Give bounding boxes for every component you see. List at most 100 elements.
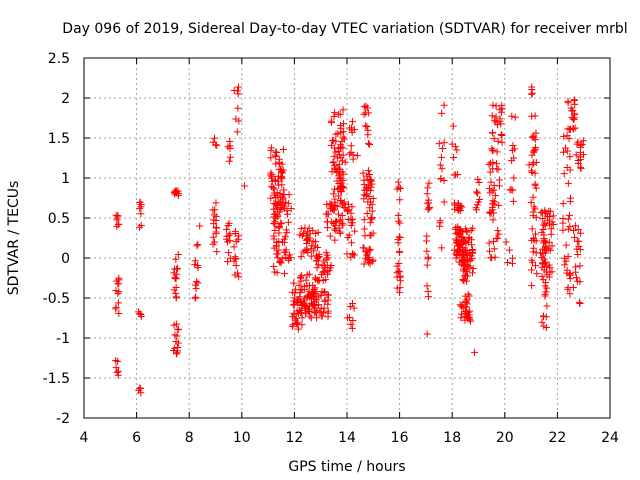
data-point [546, 213, 554, 221]
data-point [112, 286, 120, 294]
data-point [172, 255, 180, 263]
data-point [509, 197, 517, 205]
data-point [366, 219, 374, 227]
data-point [270, 205, 278, 213]
data-point [573, 237, 581, 245]
data-point [312, 257, 320, 265]
data-point [475, 198, 482, 206]
data-point [314, 261, 322, 269]
data-point [337, 143, 345, 151]
data-point [350, 304, 358, 312]
data-point [234, 90, 242, 98]
data-point [474, 189, 482, 197]
data-point [440, 101, 448, 109]
data-point [331, 109, 339, 117]
data-point [367, 183, 375, 191]
data-point [508, 112, 516, 120]
data-point [457, 302, 465, 310]
data-point [360, 176, 368, 184]
data-point [560, 148, 568, 156]
data-point [397, 185, 405, 193]
data-point [335, 192, 343, 200]
data-point [171, 189, 179, 197]
data-point [424, 288, 432, 296]
data-point [222, 225, 230, 233]
data-point [489, 197, 497, 205]
y-tick-label: -1 [56, 331, 70, 347]
data-point [529, 160, 537, 168]
data-point [298, 321, 306, 329]
data-point [317, 291, 325, 299]
data-point [309, 302, 317, 310]
data-point [320, 308, 328, 316]
data-point [572, 274, 580, 282]
data-point [347, 209, 355, 217]
data-point [296, 273, 304, 281]
data-point [538, 272, 546, 280]
x-tick-label: 20 [496, 430, 514, 446]
data-point [367, 214, 375, 222]
x-tick-label: 22 [548, 430, 566, 446]
data-point [424, 255, 432, 263]
data-point [318, 312, 326, 320]
data-point [495, 201, 503, 209]
data-point [280, 238, 288, 246]
data-point [288, 288, 296, 296]
data-point [458, 228, 466, 236]
data-point [462, 309, 470, 317]
data-point [493, 148, 501, 156]
data-point [225, 157, 233, 165]
data-point [425, 196, 433, 204]
data-point [450, 199, 458, 207]
data-point [490, 198, 498, 206]
data-point [344, 216, 352, 224]
data-point [438, 244, 446, 252]
data-point [213, 248, 221, 256]
data-point [276, 208, 284, 216]
data-point [287, 205, 295, 213]
x-tick-label: 12 [285, 430, 303, 446]
data-point [528, 169, 536, 177]
data-point [533, 270, 541, 278]
data-point [394, 178, 402, 186]
data-point [274, 250, 282, 258]
data-point [461, 316, 469, 324]
data-point [566, 269, 574, 277]
data-point [363, 252, 371, 260]
data-point [571, 222, 579, 230]
data-point [474, 175, 482, 183]
data-point [173, 265, 181, 273]
data-point [288, 322, 296, 330]
data-point [340, 135, 348, 143]
data-point [348, 324, 356, 332]
data-point [369, 229, 377, 237]
data-point [539, 214, 547, 222]
data-point [173, 332, 181, 340]
data-point [337, 197, 345, 205]
y-tick-label: 1 [61, 171, 70, 187]
data-point [137, 210, 145, 218]
data-point [272, 152, 280, 160]
data-point [293, 319, 301, 327]
data-point [270, 213, 278, 221]
data-point [359, 169, 367, 177]
data-point [340, 198, 348, 206]
data-point [365, 140, 373, 148]
data-point [495, 182, 503, 190]
y-tick-label: 0.5 [48, 211, 70, 227]
data-point [570, 226, 578, 234]
data-point [349, 251, 357, 259]
data-point [338, 211, 346, 219]
data-point [507, 186, 515, 194]
data-point [559, 226, 567, 234]
data-point [281, 270, 288, 278]
data-point [491, 192, 499, 200]
y-tick-labels: -2 -1.5 -1 -0.5 0 0.5 1 1.5 2 2.5 [43, 51, 70, 427]
data-point [335, 160, 343, 168]
data-point [469, 265, 477, 273]
data-point [280, 191, 288, 199]
data-point [573, 245, 581, 253]
data-point [471, 348, 479, 356]
data-point [312, 230, 320, 238]
data-point [235, 273, 243, 281]
